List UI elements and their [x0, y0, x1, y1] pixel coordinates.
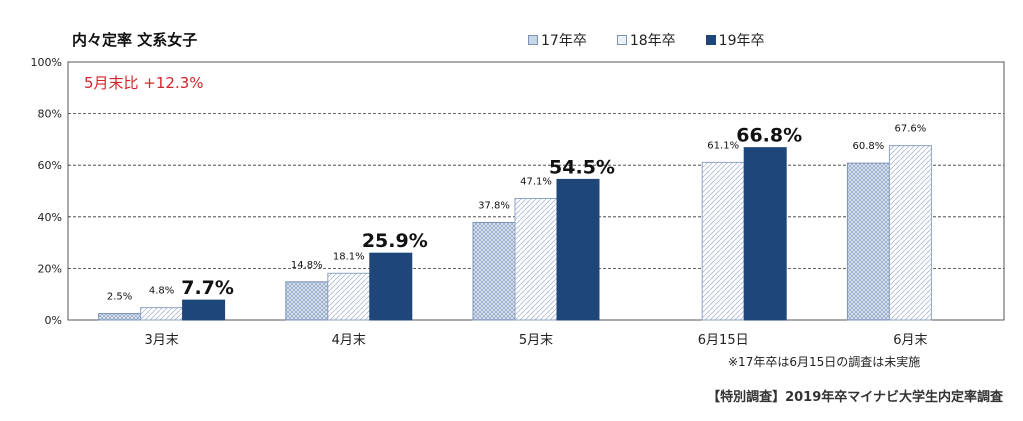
- bar-18: [888, 145, 932, 321]
- legend-swatch-17: [528, 35, 538, 45]
- bar-18: [140, 307, 184, 321]
- y-tick-label: 60%: [38, 159, 62, 172]
- bar-18: [327, 272, 371, 321]
- x-tick-label: 6月15日: [698, 333, 749, 348]
- annotation-text: 5月末比 +12.3%: [84, 74, 204, 92]
- legend-swatch-18: [616, 35, 627, 45]
- bar-19: [743, 147, 787, 321]
- legend-item-18: 18年卒: [616, 30, 676, 50]
- data-label: 18.1%: [333, 251, 365, 262]
- bar-17: [98, 313, 142, 321]
- bar-17: [472, 221, 516, 321]
- y-tick-label: 100%: [31, 56, 62, 69]
- bar-18: [701, 161, 745, 321]
- bar-19: [369, 252, 413, 321]
- data-label: 14.8%: [291, 260, 323, 271]
- x-tick-label: 5月末: [519, 333, 553, 348]
- y-tick-label: 20%: [38, 262, 62, 275]
- legend-label-17: 17年卒: [541, 33, 587, 49]
- legend-item-19: 19年卒: [705, 30, 765, 50]
- data-label: 4.8%: [149, 286, 174, 297]
- legend: 17年卒 18年卒 19年卒: [528, 30, 764, 50]
- source-text: 【特別調査】2019年卒マイナビ大学生内定率調査: [707, 390, 1003, 405]
- bar-17: [285, 281, 329, 321]
- x-tick-label: 6月末: [893, 333, 927, 348]
- data-label: 66.8%: [736, 125, 802, 147]
- y-tick-label: 80%: [38, 108, 62, 121]
- bar-19: [556, 178, 600, 321]
- x-tick-label: 4月末: [332, 333, 366, 348]
- data-label: 25.9%: [362, 230, 428, 252]
- data-label: 2.5%: [107, 292, 132, 303]
- bar-18: [514, 197, 558, 321]
- bar-17: [846, 162, 890, 321]
- data-label: 67.6%: [895, 124, 927, 135]
- data-label: 37.8%: [478, 200, 510, 211]
- data-label: 7.7%: [181, 277, 234, 299]
- y-tick-label: 0%: [45, 314, 62, 327]
- legend-item-17: 17年卒: [528, 30, 587, 50]
- bar-19: [182, 299, 226, 321]
- legend-label-18: 18年卒: [629, 33, 676, 49]
- chart-title: 内々定率 文系女子: [72, 31, 198, 49]
- legend-swatch-19: [705, 35, 716, 45]
- footnote: ※17年卒は6月15日の調査は未実施: [728, 355, 921, 369]
- data-label: 47.1%: [520, 176, 552, 187]
- x-tick-label: 3月末: [144, 333, 178, 348]
- legend-label-19: 19年卒: [718, 33, 765, 49]
- data-label: 54.5%: [549, 156, 615, 178]
- data-label: 60.8%: [853, 141, 885, 152]
- data-label: 61.1%: [707, 140, 739, 151]
- y-tick-label: 40%: [38, 211, 62, 224]
